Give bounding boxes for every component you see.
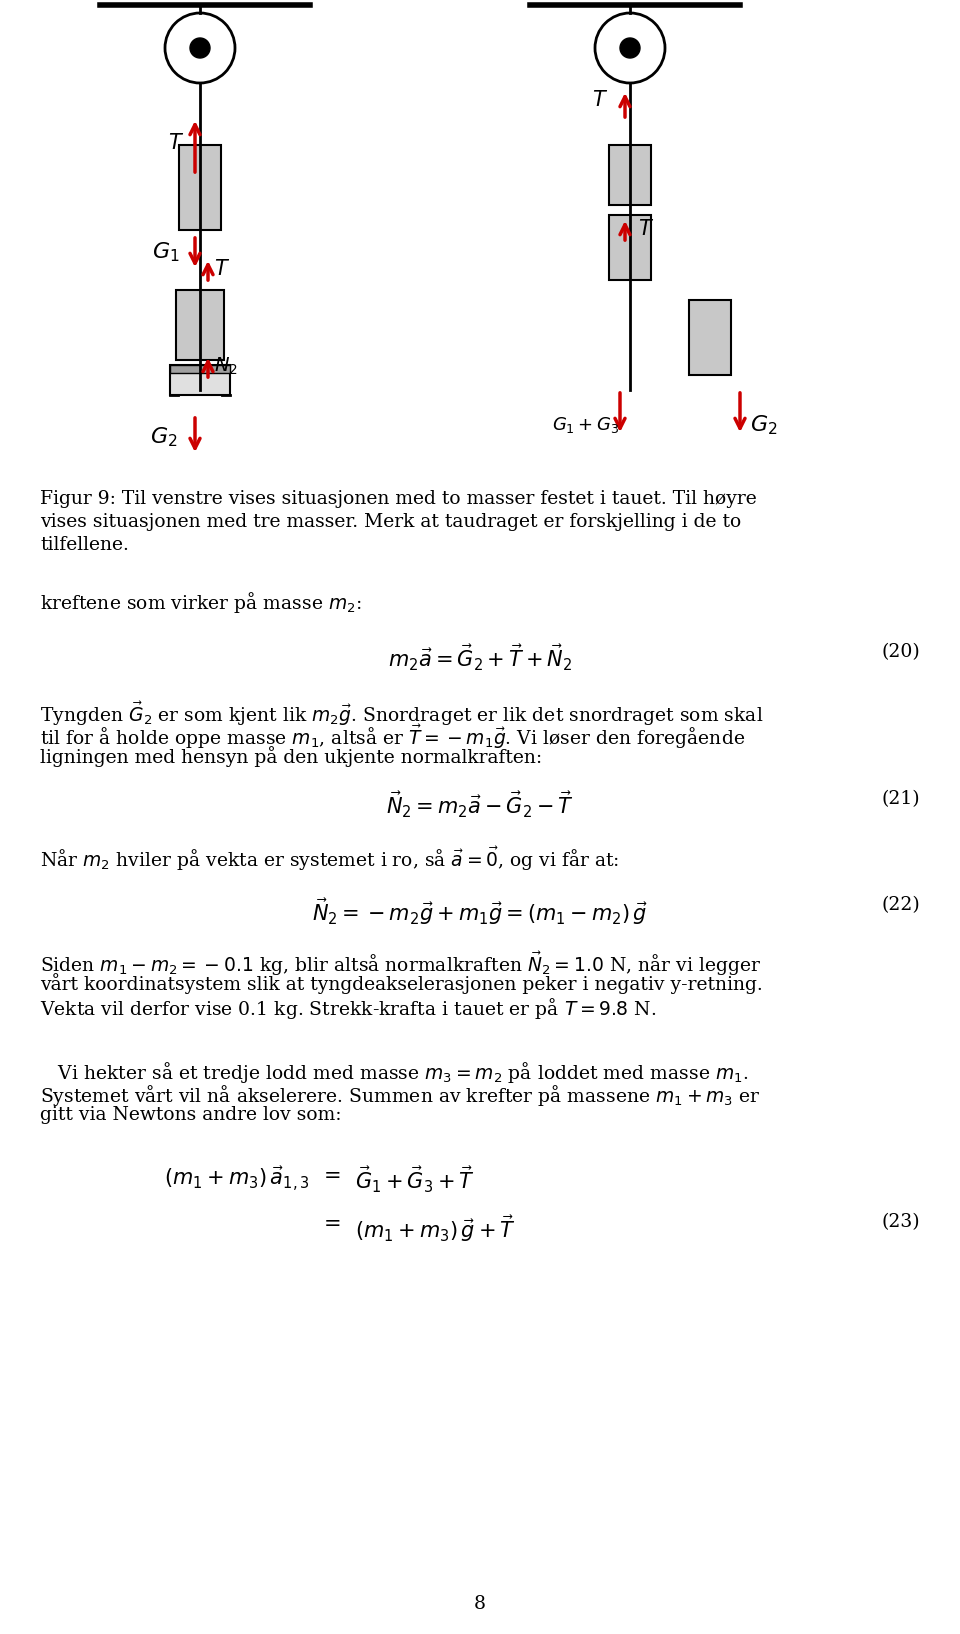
Text: ligningen med hensyn på den ukjente normalkraften:: ligningen med hensyn på den ukjente norm… (40, 747, 542, 766)
Text: $T$: $T$ (638, 219, 654, 239)
Text: vises situasjonen med tre masser. Merk at taudraget er forskjelling i de to: vises situasjonen med tre masser. Merk a… (40, 513, 741, 531)
Text: Systemet vårt vil nå akselerere. Summen av krefter på massene $m_1 + m_3$ er: Systemet vårt vil nå akselerere. Summen … (40, 1083, 760, 1108)
Bar (689, 301, 731, 374)
Text: $T$: $T$ (168, 132, 184, 154)
Text: $m_2\vec{a} = \vec{G}_2 + \vec{T} + \vec{N}_2$: $m_2\vec{a} = \vec{G}_2 + \vec{T} + \vec… (388, 644, 572, 673)
Text: kreftene som virker på masse $m_2$:: kreftene som virker på masse $m_2$: (40, 590, 362, 614)
Text: $\vec{G}_1 + \vec{G}_3 + \vec{T}$: $\vec{G}_1 + \vec{G}_3 + \vec{T}$ (355, 1165, 475, 1196)
Text: tilfellene.: tilfellene. (40, 536, 129, 554)
Text: Vekta vil derfor vise 0.1 kg. Strekk-krafta i tauet er på $T = 9.8$ N.: Vekta vil derfor vise 0.1 kg. Strekk-kra… (40, 997, 657, 1021)
Text: (23): (23) (881, 1212, 920, 1230)
Text: $=$: $=$ (320, 1212, 341, 1232)
Text: til for å holde oppe masse $m_1$, altså er $\vec{T} = -m_1\vec{g}$. Vi løser den: til for å holde oppe masse $m_1$, altså … (40, 722, 745, 752)
Bar (170, 364, 230, 395)
Text: vårt koordinatsystem slik at tyngdeakselerasjonen peker i negativ y-retning.: vårt koordinatsystem slik at tyngdeaksel… (40, 972, 763, 993)
Text: (22): (22) (881, 895, 920, 913)
Bar (176, 289, 224, 359)
Text: $G_1+G_3$: $G_1+G_3$ (552, 415, 619, 435)
Text: $G_2$: $G_2$ (150, 425, 178, 449)
Text: Når $m_2$ hviler på vekta er systemet i ro, så $\vec{a} = \vec{0}$, og vi får at: Når $m_2$ hviler på vekta er systemet i … (40, 845, 619, 873)
Text: (20): (20) (881, 644, 920, 662)
Text: $G_2$: $G_2$ (750, 413, 778, 436)
Circle shape (190, 38, 210, 57)
Text: Siden $m_1 - m_2 = -0.1$ kg, blir altså normalkraften $\vec{N}_2 = 1.0$ N, når v: Siden $m_1 - m_2 = -0.1$ kg, blir altså … (40, 949, 761, 979)
Bar (179, 145, 221, 230)
Text: $T$: $T$ (214, 260, 230, 279)
Text: (21): (21) (881, 789, 920, 807)
Text: $\vec{N}_2 = -m_2\vec{g} + m_1\vec{g} = (m_1 - m_2)\,\vec{g}$: $\vec{N}_2 = -m_2\vec{g} + m_1\vec{g} = … (312, 895, 648, 926)
Text: Tyngden $\vec{G}_2$ er som kjent lik $m_2\vec{g}$. Snordraget er lik det snordra: Tyngden $\vec{G}_2$ er som kjent lik $m_… (40, 699, 763, 729)
Bar (170, 364, 230, 373)
Text: Figur 9: Til venstre vises situasjonen med to masser festet i tauet. Til høyre: Figur 9: Til venstre vises situasjonen m… (40, 490, 756, 508)
Circle shape (620, 38, 640, 57)
Text: Vi hekter så et tredje lodd med masse $m_3 = m_2$ på loddet med masse $m_1$.: Vi hekter så et tredje lodd med masse $m… (40, 1060, 749, 1085)
Bar (609, 216, 651, 279)
Text: $(m_1 + m_3)\,\vec{a}_{1,3}$: $(m_1 + m_3)\,\vec{a}_{1,3}$ (164, 1165, 310, 1194)
Text: $=$: $=$ (320, 1165, 341, 1185)
Text: $N_2$: $N_2$ (214, 355, 238, 377)
Text: $G_1$: $G_1$ (152, 240, 180, 263)
Text: gitt via Newtons andre lov som:: gitt via Newtons andre lov som: (40, 1106, 342, 1124)
Text: 8: 8 (474, 1595, 486, 1613)
Text: $\vec{N}_2 = m_2\vec{a} - \vec{G}_2 - \vec{T}$: $\vec{N}_2 = m_2\vec{a} - \vec{G}_2 - \v… (386, 789, 574, 820)
Bar (609, 145, 651, 204)
Text: $(m_1 + m_3)\,\vec{g} + \vec{T}$: $(m_1 + m_3)\,\vec{g} + \vec{T}$ (355, 1212, 516, 1243)
Text: $T$: $T$ (592, 90, 608, 109)
